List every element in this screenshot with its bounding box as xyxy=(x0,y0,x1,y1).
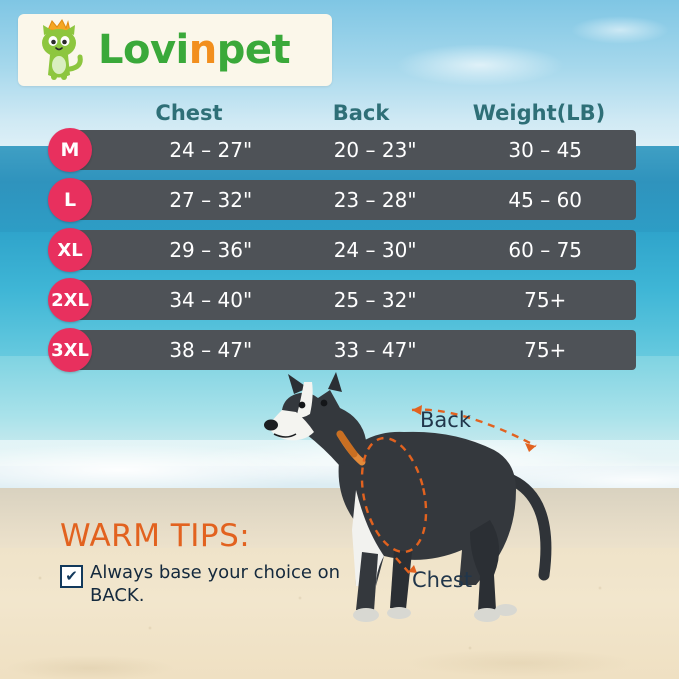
brand-name: Lovinpet xyxy=(98,27,291,73)
cell-chest: 27 – 32" xyxy=(169,188,253,212)
chest-measure-line xyxy=(360,436,428,577)
size-badge: 2XL xyxy=(48,278,92,322)
table-row: 27 – 32" 23 – 28" 45 – 60 L xyxy=(48,178,636,222)
cell-weight: 75+ xyxy=(524,338,567,362)
row-bar: 27 – 32" 23 – 28" 45 – 60 xyxy=(76,180,636,220)
size-badge: 3XL xyxy=(48,328,92,372)
cell-weight: 45 – 60 xyxy=(508,188,583,212)
brand-logo: Lovinpet xyxy=(18,14,332,86)
header-chest: Chest xyxy=(155,101,223,125)
cell-back: 23 – 28" xyxy=(333,188,417,212)
back-measure-line xyxy=(411,405,537,452)
cell-back: 20 – 23" xyxy=(333,138,417,162)
cat-mascot-icon xyxy=(24,17,94,83)
cell-weight: 30 – 45 xyxy=(508,138,583,162)
header-weight: Weight(LB) xyxy=(472,101,606,125)
row-bar: 24 – 27" 20 – 23" 30 – 45 xyxy=(76,130,636,170)
chest-measure-label: Chest xyxy=(412,568,473,592)
size-table: Chest Back Weight(LB) 24 – 27" 20 – 23" … xyxy=(48,96,636,380)
cell-chest: 38 – 47" xyxy=(169,338,253,362)
row-bar: 34 – 40" 25 – 32" 75+ xyxy=(76,280,636,320)
cell-chest: 24 – 27" xyxy=(169,138,253,162)
sand-background xyxy=(0,548,679,679)
brand-name-part1: Lovi xyxy=(98,27,189,73)
header-back: Back xyxy=(332,101,390,125)
cell-back: 33 – 47" xyxy=(333,338,417,362)
warm-tips: WARM TIPS: ✔ Always base your choice on … xyxy=(60,518,360,607)
size-badge: L xyxy=(48,178,92,222)
cell-chest: 34 – 40" xyxy=(169,288,253,312)
row-bar: 38 – 47" 33 – 47" 75+ xyxy=(76,330,636,370)
cell-chest: 29 – 36" xyxy=(169,238,253,262)
row-bar: 29 – 36" 24 – 30" 60 – 75 xyxy=(76,230,636,270)
table-row: 29 – 36" 24 – 30" 60 – 75 XL xyxy=(48,228,636,272)
brand-name-part2: n xyxy=(188,27,217,73)
warm-tips-title: WARM TIPS: xyxy=(60,518,251,554)
brand-name-part3: pet xyxy=(216,27,291,73)
size-badge: M xyxy=(48,128,92,172)
wet-sand xyxy=(0,488,679,558)
table-row: 24 – 27" 20 – 23" 30 – 45 M xyxy=(48,128,636,172)
warm-tips-body: ✔ Always base your choice on BACK. xyxy=(60,562,360,607)
warm-tips-text: Always base your choice on BACK. xyxy=(90,562,341,606)
cell-back: 24 – 30" xyxy=(333,238,417,262)
table-row: 34 – 40" 25 – 32" 75+ 2XL xyxy=(48,278,636,322)
size-badge: XL xyxy=(48,228,92,272)
dog-illustration xyxy=(244,370,664,670)
sand-texture xyxy=(0,548,679,679)
cell-back: 25 – 32" xyxy=(333,288,417,312)
table-header-row: Chest Back Weight(LB) xyxy=(48,96,636,130)
checkmark-icon: ✔ xyxy=(60,565,83,588)
cell-weight: 60 – 75 xyxy=(508,238,583,262)
cell-weight: 75+ xyxy=(524,288,567,312)
table-row: 38 – 47" 33 – 47" 75+ 3XL xyxy=(48,328,636,372)
back-measure-label: Back xyxy=(420,408,471,432)
